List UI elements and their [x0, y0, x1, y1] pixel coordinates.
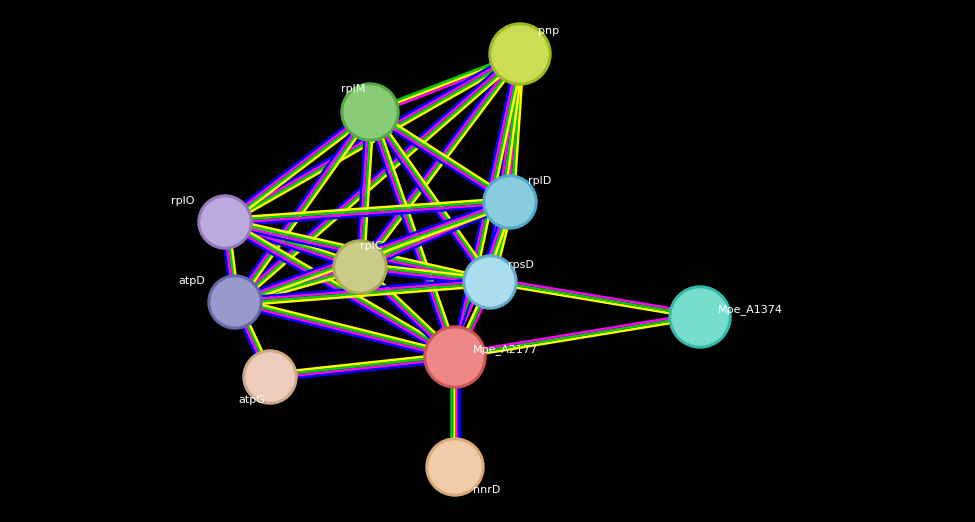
Text: pnp: pnp: [538, 26, 559, 36]
Text: rpsD: rpsD: [508, 260, 534, 270]
Text: atpD: atpD: [178, 276, 205, 286]
Text: rplD: rplD: [528, 176, 551, 186]
Circle shape: [336, 243, 384, 291]
Text: nnrD: nnrD: [473, 485, 500, 495]
Circle shape: [463, 255, 517, 309]
Text: Mpe_A1374: Mpe_A1374: [718, 304, 783, 315]
Circle shape: [201, 198, 249, 246]
Circle shape: [211, 278, 259, 326]
Circle shape: [341, 83, 399, 141]
Circle shape: [672, 289, 728, 345]
Text: Mpe_A2177: Mpe_A2177: [473, 344, 538, 355]
Circle shape: [246, 353, 294, 401]
Circle shape: [424, 326, 486, 388]
Circle shape: [243, 350, 297, 404]
Circle shape: [466, 258, 514, 306]
Circle shape: [333, 240, 387, 294]
Circle shape: [344, 86, 396, 138]
Circle shape: [483, 175, 537, 229]
Circle shape: [198, 195, 252, 249]
Circle shape: [486, 178, 534, 226]
Circle shape: [489, 23, 551, 85]
Circle shape: [492, 26, 548, 82]
Text: atpG: atpG: [238, 395, 265, 405]
Text: rplC: rplC: [360, 241, 382, 251]
Circle shape: [208, 275, 262, 329]
Circle shape: [427, 329, 483, 385]
Text: rplM: rplM: [340, 84, 365, 94]
Circle shape: [669, 286, 731, 348]
Text: rplO: rplO: [172, 196, 195, 206]
Circle shape: [426, 438, 484, 496]
Circle shape: [429, 441, 481, 493]
